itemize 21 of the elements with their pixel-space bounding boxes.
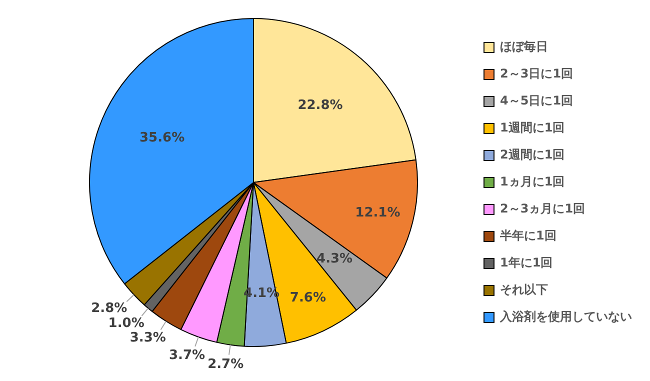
legend-label: それ以下 — [500, 282, 548, 297]
data-label: 2.7% — [208, 357, 244, 372]
data-label: 3.7% — [168, 348, 206, 364]
data-label: 22.8% — [298, 98, 343, 114]
legend-label: 1週間に1回 — [500, 120, 565, 135]
data-label: 35.6% — [139, 130, 185, 146]
legend-label: 1年に1回 — [500, 256, 553, 270]
legend-label: 半年に1回 — [499, 228, 556, 243]
data-label: 1.0% — [108, 316, 144, 331]
data-label: 12.1% — [355, 206, 400, 221]
legend-label: 2～3ヵ月に1回 — [500, 202, 586, 216]
data-label: 2.8% — [91, 300, 128, 316]
legend-label: ほぼ毎日 — [500, 40, 548, 54]
legend-label: 1ヵ月に1回 — [500, 174, 565, 189]
legend-label: 4～5日に1回 — [500, 94, 574, 108]
data-label: 3.3% — [130, 330, 166, 346]
legend-label: 2～3日に1回 — [500, 66, 574, 81]
legend-label: 入浴剤を使用していない — [499, 310, 632, 324]
legend-label: 2週間に1回 — [500, 148, 565, 162]
data-label: 4.3% — [316, 251, 353, 266]
data-label: 7.6% — [290, 290, 326, 306]
